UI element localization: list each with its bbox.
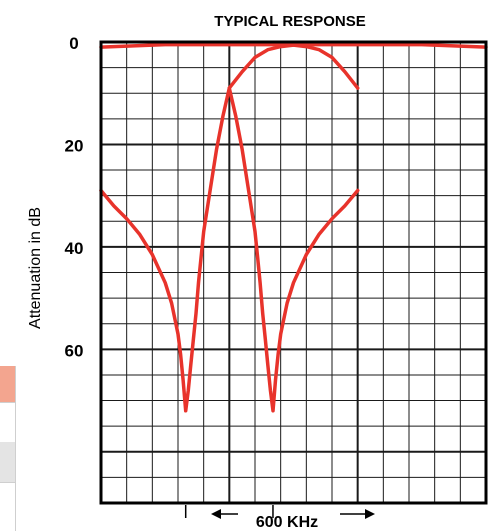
arrowhead-right-icon — [365, 509, 375, 519]
grid — [101, 42, 486, 503]
response-curve — [227, 86, 360, 413]
bandwidth-annotation: 600 KHz — [184, 505, 375, 531]
y-tick-label: 0 — [69, 34, 78, 53]
y-tick-label: 20 — [65, 136, 84, 155]
arrowhead-left-icon — [211, 509, 221, 519]
response-curve — [99, 42, 360, 90]
background-divider — [0, 402, 16, 403]
y-tick-label: 60 — [65, 341, 84, 360]
background-accent-strip — [0, 366, 16, 402]
background-divider — [0, 482, 16, 483]
response-curves — [99, 42, 488, 413]
y-tick-label: 40 — [65, 239, 84, 258]
bandwidth-label: 600 KHz — [256, 514, 318, 531]
y-axis-label: Attenuation in dB — [27, 207, 44, 329]
response-curve — [227, 42, 488, 90]
y-tick-labels: 0 20 40 60 — [65, 34, 84, 360]
plot-frame — [99, 40, 488, 505]
background-divider — [15, 366, 16, 531]
background-gray-strip — [0, 442, 16, 482]
chart-title: TYPICAL RESPONSE — [214, 13, 365, 30]
response-curve — [99, 86, 232, 413]
